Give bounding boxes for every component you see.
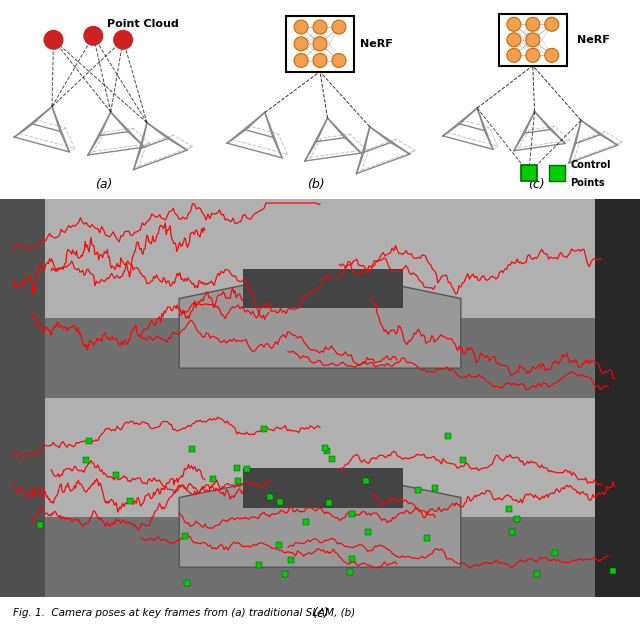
Bar — [243, 269, 403, 309]
Point — [550, 548, 560, 558]
FancyBboxPatch shape — [499, 14, 566, 65]
Point — [125, 496, 135, 506]
Bar — [45, 517, 595, 597]
Text: Point Cloud: Point Cloud — [108, 19, 179, 29]
Circle shape — [294, 20, 308, 34]
Bar — [595, 199, 640, 398]
Text: Control: Control — [571, 160, 611, 170]
Bar — [243, 467, 403, 507]
Point — [242, 464, 252, 474]
Circle shape — [526, 17, 540, 31]
Point — [35, 520, 45, 530]
Point — [347, 554, 357, 564]
Circle shape — [313, 53, 327, 67]
FancyBboxPatch shape — [286, 16, 354, 72]
Bar — [45, 318, 595, 398]
Point — [274, 541, 284, 551]
Point — [345, 568, 355, 578]
Text: NeRF: NeRF — [360, 39, 392, 49]
Point — [361, 476, 371, 486]
Point — [422, 533, 432, 543]
Point — [320, 443, 330, 453]
Point — [285, 555, 296, 565]
Circle shape — [294, 37, 308, 51]
FancyBboxPatch shape — [548, 165, 564, 181]
FancyBboxPatch shape — [521, 165, 537, 181]
Point — [208, 474, 218, 484]
Polygon shape — [179, 282, 461, 369]
Point — [321, 446, 332, 456]
Text: (b): (b) — [307, 178, 325, 191]
Point — [280, 569, 291, 580]
Circle shape — [114, 31, 132, 49]
Point — [182, 577, 192, 587]
Bar — [45, 398, 595, 517]
Text: (b): (b) — [311, 408, 329, 421]
Circle shape — [294, 53, 308, 67]
Point — [504, 504, 515, 514]
Point — [180, 531, 190, 541]
Circle shape — [507, 48, 521, 62]
Point — [512, 514, 522, 524]
Point — [413, 484, 423, 494]
Circle shape — [313, 20, 327, 34]
Circle shape — [45, 31, 63, 49]
Point — [111, 470, 121, 480]
Point — [327, 454, 337, 464]
Point — [608, 566, 618, 576]
Point — [347, 509, 357, 519]
Circle shape — [526, 33, 540, 47]
Circle shape — [545, 17, 559, 31]
Circle shape — [526, 48, 540, 62]
Text: (c): (c) — [529, 178, 545, 191]
Point — [458, 455, 468, 465]
Point — [275, 498, 285, 508]
Point — [232, 463, 243, 473]
Point — [324, 498, 334, 508]
Text: (c): (c) — [312, 607, 328, 620]
Point — [362, 527, 372, 537]
Circle shape — [332, 53, 346, 67]
Point — [507, 526, 517, 537]
Bar — [595, 398, 640, 597]
Point — [253, 560, 264, 570]
Point — [301, 516, 311, 526]
Polygon shape — [179, 482, 461, 568]
Point — [187, 444, 197, 454]
Text: NeRF: NeRF — [577, 35, 609, 45]
Bar — [45, 199, 595, 318]
Circle shape — [507, 33, 521, 47]
Circle shape — [507, 17, 521, 31]
Point — [84, 436, 94, 446]
Circle shape — [545, 48, 559, 62]
Circle shape — [84, 27, 102, 45]
Bar — [0, 398, 45, 597]
Text: Points: Points — [571, 178, 605, 188]
Point — [265, 492, 275, 502]
Point — [232, 476, 243, 486]
Circle shape — [332, 20, 346, 34]
Point — [443, 431, 453, 441]
Text: Fig. 1.  Camera poses at key frames from (a) traditional SLAM, (b): Fig. 1. Camera poses at key frames from … — [13, 609, 355, 618]
Bar — [0, 199, 45, 398]
Point — [532, 569, 542, 580]
Point — [81, 455, 92, 465]
Text: (a): (a) — [95, 178, 112, 191]
Point — [259, 424, 269, 434]
Circle shape — [313, 37, 327, 51]
Point — [430, 483, 440, 493]
